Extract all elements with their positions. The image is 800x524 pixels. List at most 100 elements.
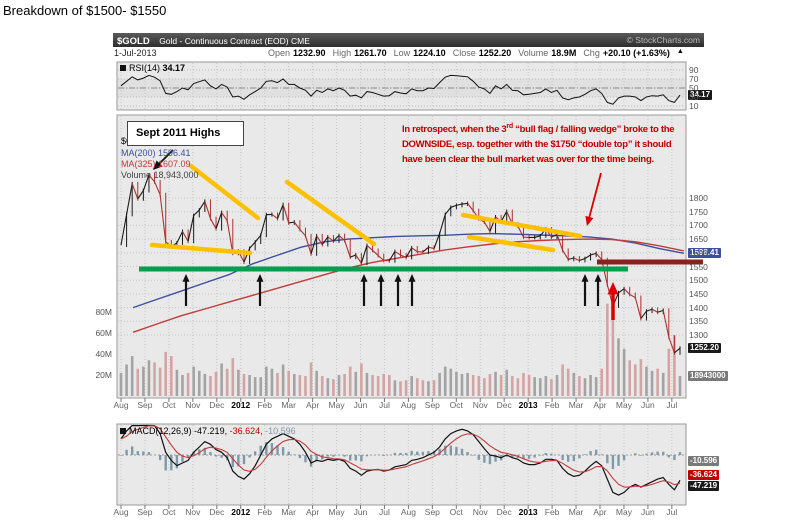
macd-histogram-bar <box>382 455 385 456</box>
month-label-bottom: Jul <box>666 507 678 517</box>
chart-shape <box>338 235 345 241</box>
volume-value-box: 18943000 <box>688 371 728 381</box>
macd-histogram-bar <box>248 455 251 458</box>
month-label-top: Jul <box>666 400 678 410</box>
chart-shape <box>310 235 318 255</box>
ohlc-values: Open 1232.90 High 1261.70 Low 1224.10 Cl… <box>268 48 684 58</box>
volume-tick-label: 40M <box>95 349 112 359</box>
chart-shape <box>405 247 413 258</box>
chart-shape <box>500 211 508 222</box>
volume-bar <box>287 370 290 396</box>
chart-shape <box>165 241 172 247</box>
month-label-bottom: Oct <box>162 507 176 517</box>
price-tick-label: 1350 <box>689 316 708 327</box>
macd-histogram-bar <box>404 452 408 455</box>
high-label: High <box>332 48 352 58</box>
ma200-current-value-box: 1598.41 <box>688 248 721 258</box>
volume-label: Volume <box>518 48 549 58</box>
month-label-top: Aug <box>113 400 129 410</box>
chart-shape <box>215 212 223 229</box>
chart-shape <box>284 179 377 247</box>
rsi-panel <box>116 61 687 111</box>
month-label-bottom: Mar <box>568 507 584 517</box>
macd-histogram-bar <box>667 455 671 458</box>
macd-histogram-bar <box>265 441 268 455</box>
volume-bar <box>645 366 648 396</box>
volume-bar <box>511 376 514 396</box>
rsi-tick-label: 90 <box>689 65 699 75</box>
volume-bar <box>438 372 441 396</box>
chart-shape <box>349 254 356 258</box>
volume-bar <box>466 372 469 396</box>
macd-histogram-bar <box>276 445 279 455</box>
macd-histogram-bar <box>175 455 179 469</box>
volume-bar <box>164 351 168 396</box>
macd-histogram-bar <box>354 455 357 461</box>
volume-bar <box>544 376 548 396</box>
low-value: 1224.10 <box>413 48 446 58</box>
volume-bar <box>432 380 436 396</box>
macd-histogram-bar <box>237 455 240 467</box>
chart-shape <box>495 216 502 222</box>
rsi-legend-value: 34.17 <box>162 63 186 73</box>
volume-bar <box>343 373 346 396</box>
chart-shape <box>483 221 491 232</box>
support-touch-arrow <box>360 274 368 282</box>
macd-histogram-bar <box>578 455 581 459</box>
rsi-tick-label: 50 <box>689 83 699 93</box>
macd-histogram-bar <box>539 455 542 456</box>
chart-shape <box>422 246 429 253</box>
volume-bar <box>533 377 536 396</box>
macd-legend-label: MACD(12,26,9) <box>129 426 192 436</box>
chart-shape <box>545 228 552 238</box>
macd-histogram-bar <box>125 449 128 455</box>
price-tick-label: 1600 <box>689 247 708 258</box>
chart-shape <box>662 310 670 338</box>
macd-histogram-bar <box>650 452 654 455</box>
price-tick-label: 1700 <box>689 220 708 231</box>
chart-shape <box>243 248 251 263</box>
volume-bar <box>136 368 140 396</box>
retrospect-note-line2: DOWNSIDE, esp. together with the $1750 “… <box>402 139 672 151</box>
macd-histogram-bar <box>281 447 285 455</box>
volume-bar <box>516 378 520 396</box>
rsi-legend: RSI(14) 34.17 <box>120 63 185 74</box>
volume-bar <box>633 364 637 396</box>
volume-bar <box>399 381 402 396</box>
volume-bar <box>589 375 592 396</box>
price-tick-label: 1500 <box>689 275 708 286</box>
macd-histogram-bar <box>550 453 553 455</box>
macd-histogram-bar <box>544 452 548 455</box>
price-tick-label: 1800 <box>689 193 708 203</box>
macd-histogram-bar <box>304 455 307 463</box>
month-label-bottom: Dec <box>209 507 225 517</box>
volume-bar <box>622 348 626 396</box>
macd-histogram-bar <box>181 455 184 462</box>
macd-histogram-bar <box>611 455 615 470</box>
high-value: 1261.70 <box>354 48 387 58</box>
chg-label: Chg <box>583 48 600 58</box>
volume-bar <box>667 348 671 396</box>
volume-bar <box>639 359 643 396</box>
chart-shape <box>433 233 441 249</box>
month-label-bottom: Dec <box>496 507 512 517</box>
chart-shape <box>204 201 211 219</box>
chart-shape <box>411 247 418 253</box>
month-label-top: Sep <box>424 400 440 410</box>
volume-bar <box>348 366 352 396</box>
macd-histogram-bar <box>198 449 201 455</box>
month-label-top: Apr <box>593 400 607 410</box>
volume-bar <box>298 375 302 396</box>
volume-bar <box>443 366 447 396</box>
month-label-top: Mar <box>281 400 296 410</box>
rsi-band <box>117 79 686 97</box>
chart-shape <box>277 204 284 219</box>
chart-shape <box>539 228 547 237</box>
macd-line-value-box: -47.219 <box>688 481 720 491</box>
volume-bar <box>382 373 386 396</box>
rsi-current-value-box: 34.17 <box>688 90 713 100</box>
month-label-top: May <box>328 400 345 410</box>
volume-bar <box>276 372 279 396</box>
macd-histogram-bar <box>678 452 682 455</box>
macd-histogram-bar <box>606 455 609 464</box>
